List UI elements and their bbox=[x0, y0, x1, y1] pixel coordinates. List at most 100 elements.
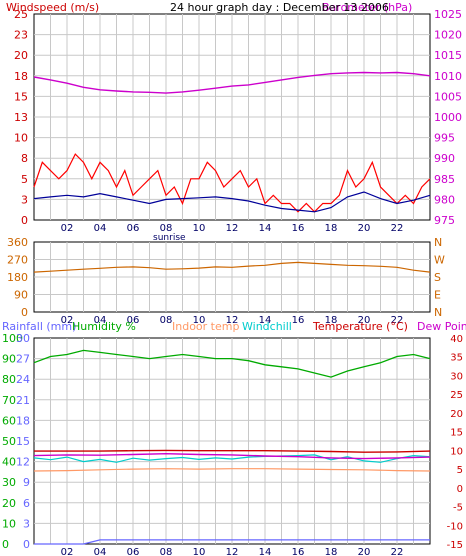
temperature-tick-label: 10 bbox=[450, 446, 463, 457]
dewpoint-label: Dew Point bbox=[417, 320, 466, 333]
indoor-temp-line bbox=[33, 468, 431, 472]
windspeed-tick-label: 0 bbox=[21, 214, 28, 227]
rainfall-tick-label: 0 bbox=[23, 538, 30, 551]
rainfall-tick-label: 27 bbox=[16, 353, 30, 366]
dewpoint-line bbox=[33, 452, 431, 460]
rainfall-tick-label: 30 bbox=[16, 332, 30, 345]
humidity-tick-label: 80 bbox=[2, 373, 16, 386]
rainfall-tick-label: 24 bbox=[16, 373, 30, 386]
x-tick-label: 14 bbox=[259, 223, 272, 234]
compass-tick-label: E bbox=[434, 289, 441, 302]
direction-tick-label: 90 bbox=[14, 289, 28, 302]
windchill-line bbox=[33, 454, 431, 463]
windspeed-tick-label: 23 bbox=[14, 29, 28, 42]
windspeed-tick-label: 3 bbox=[21, 193, 28, 206]
barometer-axis-title: Barometer (hPa) bbox=[322, 1, 412, 14]
x-tick-label: 02 bbox=[61, 547, 74, 556]
rainfall-tick-label: 12 bbox=[16, 456, 30, 469]
humidity-tick-label: 70 bbox=[2, 394, 16, 407]
x-tick-label: 06 bbox=[127, 223, 140, 234]
indoor-temp-label: Indoor temp bbox=[172, 320, 239, 333]
windspeed-tick-label: 18 bbox=[14, 70, 28, 83]
windspeed-tick-label: 20 bbox=[14, 49, 28, 62]
x-tick-label: 20 bbox=[358, 547, 371, 556]
compass-tick-label: N bbox=[434, 306, 442, 319]
rainfall-tick-label: 15 bbox=[16, 435, 30, 448]
x-tick-label: 08 bbox=[160, 547, 173, 556]
barometer-tick-label: 980 bbox=[434, 193, 455, 206]
rainfall-tick-label: 21 bbox=[16, 394, 30, 407]
temperature-tick-label: 35 bbox=[450, 353, 463, 364]
x-tick-label: 20 bbox=[358, 315, 371, 326]
x-tick-label: 16 bbox=[292, 315, 305, 326]
barometer-tick-label: 1020 bbox=[434, 29, 462, 42]
temperature-tick-label: -15 bbox=[447, 540, 463, 551]
temperature-tick-label: 25 bbox=[450, 390, 463, 401]
x-tick-label: 16 bbox=[292, 547, 305, 556]
rainfall-label: Rainfall (mm) bbox=[2, 320, 76, 333]
x-tick-label: 08 bbox=[160, 315, 173, 326]
humidity-tick-label: 40 bbox=[2, 456, 16, 469]
chart-title: 24 hour graph day : December 13 2006 bbox=[170, 1, 389, 14]
windspeed-tick-label: 15 bbox=[14, 90, 28, 103]
temperature-tick-label: 20 bbox=[450, 409, 463, 420]
barometer-tick-label: 1015 bbox=[434, 49, 462, 62]
rainfall-line bbox=[34, 539, 430, 545]
x-tick-label: 18 bbox=[325, 547, 338, 556]
sunrise-label: sunrise bbox=[153, 233, 186, 243]
barometer-tick-label: 1000 bbox=[434, 111, 462, 124]
direction-tick-label: 360 bbox=[7, 236, 28, 249]
windspeed-tick-label: 10 bbox=[14, 132, 28, 145]
windspeed-tick-label: 13 bbox=[14, 111, 28, 124]
x-tick-label: 10 bbox=[193, 223, 206, 234]
windspeed-line bbox=[33, 153, 431, 213]
x-tick-label: 06 bbox=[127, 547, 140, 556]
compass-tick-label: S bbox=[434, 271, 441, 284]
x-tick-label: 04 bbox=[94, 223, 107, 234]
windspeed-tick-label: 25 bbox=[14, 8, 28, 21]
x-tick-label: 08 bbox=[160, 223, 173, 234]
temperature-humidity-panel: Rainfall (mm) Humidity % Indoor temp Win… bbox=[2, 320, 466, 556]
temperature-tick-label: 40 bbox=[450, 334, 463, 345]
humidity-line bbox=[33, 349, 431, 378]
barometer-tick-label: 1010 bbox=[434, 70, 462, 83]
x-tick-label: 12 bbox=[226, 223, 239, 234]
temperature-tick-label: -5 bbox=[453, 503, 463, 514]
windspeed-barometer-panel: Windspeed (m/s) Barometer (hPa) 24 hour … bbox=[6, 1, 462, 243]
rainfall-tick-label: 3 bbox=[23, 517, 30, 530]
x-tick-label: 16 bbox=[292, 223, 305, 234]
humidity-tick-label: 90 bbox=[2, 353, 16, 366]
humidity-label: Humidity % bbox=[72, 320, 136, 333]
x-tick-label: 22 bbox=[391, 547, 404, 556]
barometer-tick-label: 975 bbox=[434, 214, 455, 227]
compass-tick-label: N bbox=[434, 236, 442, 249]
wind-average-line bbox=[33, 191, 431, 213]
barometer-tick-label: 1005 bbox=[434, 90, 462, 103]
rainfall-tick-label: 6 bbox=[23, 497, 30, 510]
humidity-tick-label: 60 bbox=[2, 414, 16, 427]
temperature-tick-label: -10 bbox=[447, 521, 463, 532]
x-tick-label: 06 bbox=[127, 315, 140, 326]
temperature-tick-label: 5 bbox=[457, 465, 463, 476]
x-tick-label: 10 bbox=[193, 547, 206, 556]
windchill-label: Windchill bbox=[242, 320, 292, 333]
x-tick-label: 12 bbox=[226, 315, 239, 326]
barometer-tick-label: 995 bbox=[434, 132, 455, 145]
humidity-tick-label: 50 bbox=[2, 435, 16, 448]
humidity-tick-label: 10 bbox=[2, 517, 16, 530]
barometer-tick-label: 990 bbox=[434, 152, 455, 165]
temperature-label: Temperature (°C) bbox=[312, 320, 408, 333]
direction-tick-label: 0 bbox=[21, 306, 28, 319]
x-tick-label: 12 bbox=[226, 547, 239, 556]
humidity-tick-label: 20 bbox=[2, 497, 16, 510]
x-tick-label: 02 bbox=[61, 223, 74, 234]
wind-direction-line bbox=[33, 261, 431, 273]
direction-tick-label: 180 bbox=[7, 271, 28, 284]
barometer-tick-label: 1025 bbox=[434, 8, 462, 21]
x-tick-label: 10 bbox=[193, 315, 206, 326]
temperature-line bbox=[34, 449, 431, 453]
compass-tick-label: W bbox=[434, 254, 445, 267]
windspeed-tick-label: 5 bbox=[21, 173, 28, 186]
x-tick-label: 14 bbox=[259, 547, 272, 556]
